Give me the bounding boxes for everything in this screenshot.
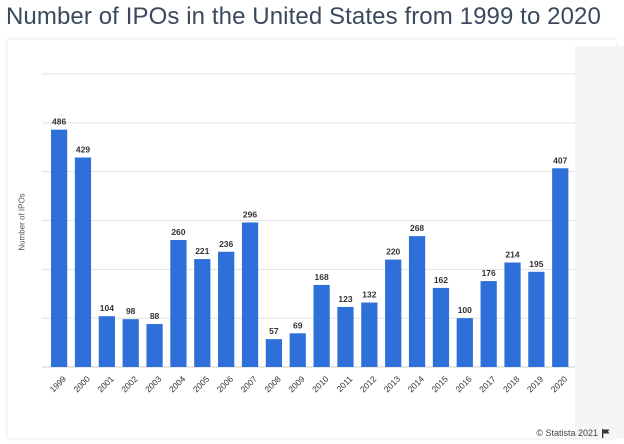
bar-2012[interactable] (361, 302, 378, 367)
data-label-2008: 57 (269, 326, 279, 336)
data-label-2018: 214 (505, 250, 519, 260)
bar-2006[interactable] (218, 251, 235, 367)
data-label-1999: 486 (52, 117, 66, 127)
bar-2013[interactable] (385, 259, 402, 367)
x-tick-2010: 2010 (310, 374, 331, 395)
credit-text: © Statista 2021 (536, 428, 598, 438)
bar-2019[interactable] (528, 271, 545, 367)
data-label-2010: 168 (315, 272, 329, 282)
page-title: Number of IPOs in the United States from… (6, 3, 601, 30)
bar-2014[interactable] (408, 236, 426, 367)
x-tick-2000: 2000 (71, 374, 92, 395)
bar-2005[interactable] (194, 259, 211, 367)
data-label-2015: 162 (434, 275, 448, 285)
chart-card (8, 40, 616, 438)
bar-2020[interactable] (552, 168, 569, 367)
bar-2003[interactable] (146, 324, 163, 367)
bar-2007[interactable] (241, 222, 259, 367)
data-label-2011: 123 (338, 294, 352, 304)
data-label-2009: 69 (293, 320, 303, 330)
x-tick-2018: 2018 (501, 374, 522, 395)
bar-2009[interactable] (289, 333, 306, 367)
x-tick-2001: 2001 (95, 374, 116, 395)
bar-2001[interactable] (98, 316, 115, 367)
x-tick-2014: 2014 (406, 374, 427, 395)
bar-2011[interactable] (337, 306, 354, 367)
data-label-2013: 220 (386, 247, 400, 257)
x-tick-1999: 1999 (48, 374, 69, 395)
data-label-2004: 260 (171, 227, 185, 237)
data-label-2020: 407 (553, 155, 567, 165)
x-tick-2006: 2006 (215, 374, 236, 395)
x-tick-2017: 2017 (477, 374, 498, 395)
x-tick-2016: 2016 (453, 374, 474, 395)
bar-1999[interactable] (51, 129, 68, 367)
bar-2015[interactable] (432, 287, 450, 367)
data-label-2001: 104 (100, 303, 114, 313)
x-tick-2020: 2020 (549, 374, 570, 395)
statista-credit[interactable]: © Statista 2021 (536, 428, 610, 438)
x-tick-2003: 2003 (143, 374, 164, 395)
bar-2016[interactable] (456, 318, 473, 367)
data-label-2017: 176 (482, 268, 496, 278)
y-axis-label: Number of IPOs (17, 193, 27, 251)
x-tick-2002: 2002 (119, 374, 140, 395)
x-tick-2009: 2009 (286, 374, 307, 395)
x-tick-2019: 2019 (525, 374, 546, 395)
data-label-2007: 296 (243, 209, 257, 219)
data-label-2002: 98 (126, 306, 136, 316)
bar-2010[interactable] (313, 284, 330, 367)
bar-2000[interactable] (74, 157, 92, 368)
bar-2018[interactable] (504, 262, 521, 368)
bar-2017[interactable] (480, 281, 497, 367)
flag-icon[interactable] (602, 428, 610, 438)
x-tick-2012: 2012 (358, 374, 379, 395)
x-tick-2011: 2011 (334, 374, 354, 394)
x-tick-2004: 2004 (167, 374, 188, 395)
data-label-2005: 221 (195, 246, 209, 256)
bar-2002[interactable] (122, 319, 139, 367)
x-tick-2008: 2008 (262, 374, 283, 395)
data-label-2016: 100 (458, 305, 472, 315)
x-tick-2005: 2005 (191, 374, 212, 395)
chart-side-panel (575, 46, 624, 438)
data-label-2000: 429 (76, 145, 90, 155)
data-label-2019: 195 (529, 259, 543, 269)
x-tick-2015: 2015 (429, 374, 450, 395)
bar-2004[interactable] (170, 240, 187, 367)
bar-2008[interactable] (265, 339, 282, 367)
x-tick-2007: 2007 (239, 374, 260, 395)
data-label-2006: 236 (219, 239, 233, 249)
data-label-2003: 88 (150, 311, 160, 321)
data-label-2012: 132 (362, 290, 376, 300)
x-tick-2013: 2013 (382, 374, 403, 395)
data-label-2014: 268 (410, 223, 424, 233)
